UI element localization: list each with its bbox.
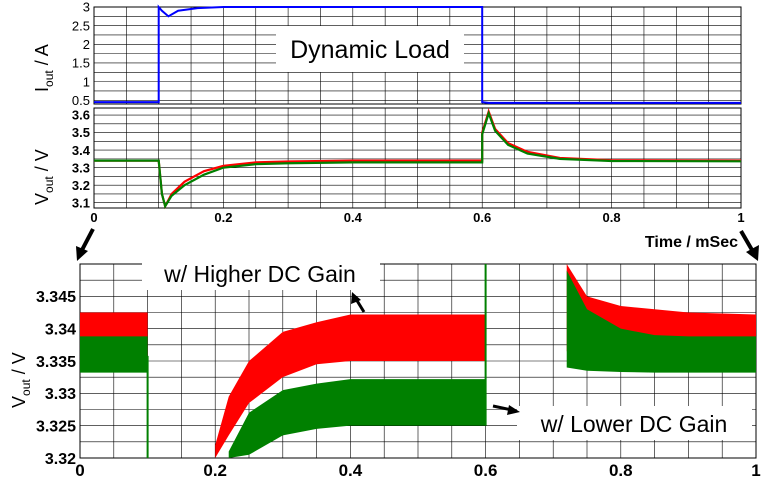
y-tick-label: 3.32 — [45, 451, 76, 468]
x-tick-label: 0.6 — [474, 461, 498, 480]
time-axis-label: Time / mSec — [645, 234, 738, 251]
x-tick-label: 0 — [90, 210, 97, 225]
x-tick-label: 0.4 — [344, 210, 363, 225]
voltage-zoom-series — [80, 264, 756, 458]
series-band-higher-dc-gain — [215, 314, 486, 458]
y-tick-label: 3.6 — [72, 108, 90, 123]
voltage-full-series — [94, 108, 742, 210]
zoom-right-arrow — [739, 229, 759, 261]
x-tick-label: 0.4 — [339, 461, 363, 480]
zoom-left-arrow — [76, 228, 95, 261]
voltage-full-grid — [94, 108, 741, 208]
y-tick-label: 3.4 — [72, 143, 91, 158]
series-band-lower-dc-gain — [228, 379, 486, 458]
y-tick-label: 3.345 — [36, 289, 76, 306]
voltage-full-panel: 3.1 3.2 3.3 3.4 3.5 3.6 0 0.2 0.4 0.6 0.8 1 Vout /… — [32, 107, 745, 251]
series-line-lower-dc-gain — [94, 109, 742, 210]
x-tick-label: 1 — [751, 461, 760, 480]
x-tick-label: 0.6 — [473, 210, 491, 225]
x-tick-label: 0.8 — [609, 461, 633, 480]
x-tick-label: 0.8 — [603, 210, 621, 225]
x-tick-label: 1 — [737, 210, 744, 225]
voltage-full-y-ticks: 3.1 3.2 3.3 3.4 3.5 3.6 — [72, 108, 91, 211]
lower-gain-label-box — [517, 406, 752, 440]
y-tick-label: 3.1 — [72, 195, 90, 210]
voltage-zoom-y-ticks: 3.32 3.325 3.33 3.335 3.34 3.345 — [36, 289, 76, 468]
current-y-ticks: 0.5 1 1.5 2 2.5 3 — [72, 0, 90, 108]
x-tick-label: 0.2 — [203, 461, 227, 480]
current-series — [94, 4, 741, 104]
lower-gain-arrow — [492, 404, 520, 415]
current-panel: 0.5 1 1.5 2 2.5 3 Dynamic Load Iout / A — [32, 0, 742, 108]
higher-gain-label-box — [142, 256, 380, 290]
series-band-lower-dc-gain — [80, 336, 148, 373]
current-y-label: Iout / A — [32, 44, 56, 92]
y-tick-label: 3.34 — [45, 321, 76, 338]
x-tick-label: 0.2 — [214, 210, 232, 225]
lower-gain-label: w/ Lower DC Gain — [540, 411, 728, 437]
dynamic-load-label-box — [276, 26, 464, 72]
voltage-zoom-y-label: Vout / V — [9, 352, 33, 408]
y-tick-label: 0.5 — [72, 93, 90, 108]
higher-gain-arrow — [351, 292, 366, 313]
y-tick-label: 2 — [83, 37, 90, 52]
y-tick-label: 1.5 — [72, 56, 90, 71]
y-tick-label: 3.325 — [36, 418, 76, 435]
series-line-iout — [94, 4, 741, 104]
y-tick-label: 3.33 — [45, 386, 76, 403]
voltage-zoom-panel: 3.32 3.325 3.33 3.335 3.34 3.345 0 0.2 0.4 0.6 0.… — [9, 256, 761, 480]
y-tick-label: 3.5 — [72, 125, 90, 140]
y-tick-label: 3.335 — [36, 354, 76, 371]
x-tick-label: 0 — [75, 461, 84, 480]
higher-gain-label: w/ Higher DC Gain — [163, 261, 356, 287]
y-tick-label: 1 — [83, 74, 90, 89]
series-band-lower-dc-gain — [566, 270, 756, 373]
voltage-full-x-ticks: 0 0.2 0.4 0.6 0.8 1 — [90, 210, 744, 225]
y-tick-label: 3.3 — [72, 160, 90, 175]
y-tick-label: 3.2 — [72, 178, 90, 193]
y-tick-label: 3 — [83, 0, 90, 15]
y-tick-label: 2.5 — [72, 18, 90, 33]
voltage-full-y-label: Vout / V — [32, 149, 56, 205]
dynamic-load-label: Dynamic Load — [290, 36, 450, 64]
voltage-zoom-x-ticks: 0 0.2 0.4 0.6 0.8 1 — [75, 461, 760, 480]
